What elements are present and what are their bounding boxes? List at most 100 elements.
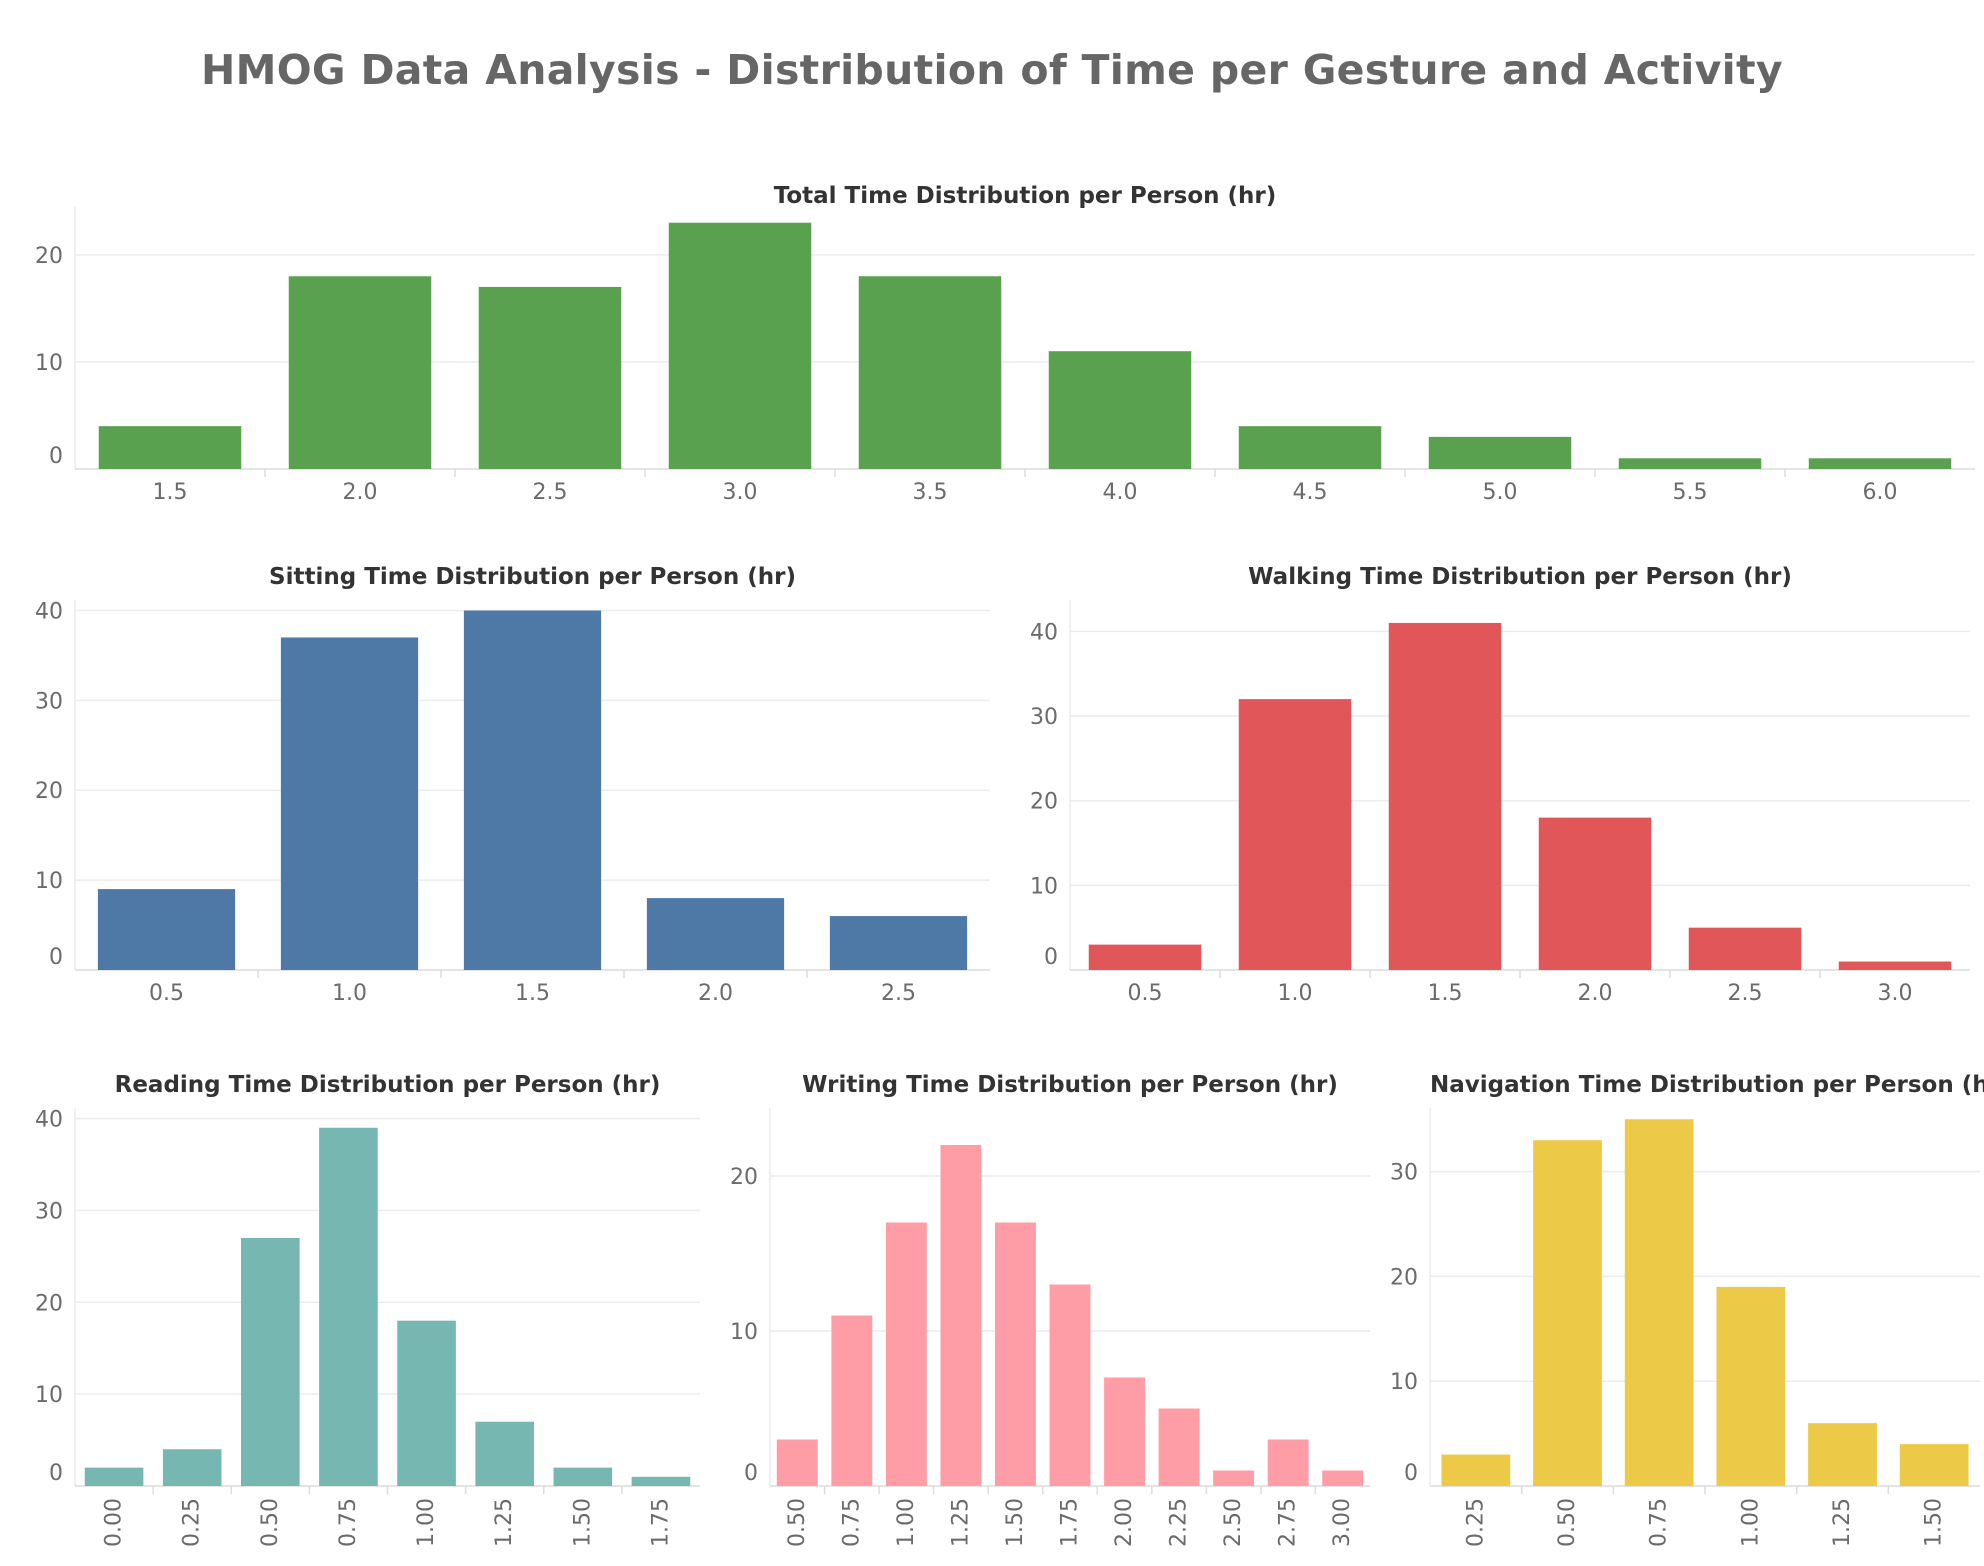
- y-tick-label: 0: [49, 1461, 63, 1486]
- bar: [1104, 1377, 1145, 1486]
- x-tick-label: 0.25: [1463, 1498, 1488, 1547]
- chart-title: Total Time Distribution per Person (hr): [773, 183, 1277, 209]
- y-tick-label: 10: [35, 1383, 63, 1408]
- y-tick-label: 10: [1390, 1370, 1418, 1395]
- walking-time-chart: Walking Time Distribution per Person (hr…: [1000, 558, 1984, 1028]
- bar: [1267, 1439, 1309, 1486]
- y-tick-label: 0: [1404, 1461, 1418, 1486]
- bar: [98, 426, 242, 469]
- bar: [646, 898, 785, 970]
- bar: [1624, 1119, 1694, 1486]
- x-tick-label: 2.75: [1276, 1498, 1301, 1547]
- bar: [1688, 927, 1802, 970]
- bar: [831, 1315, 873, 1486]
- bar: [553, 1467, 613, 1486]
- bar: [162, 1449, 222, 1486]
- y-tick-label: 10: [35, 351, 63, 376]
- chart-title: Reading Time Distribution per Person (hr…: [114, 1072, 661, 1098]
- bar: [1238, 699, 1352, 970]
- chart-plot: 0 10 20 1.5 2.0 2.5 3.0 3.5 4.0 4.5 5.0 5.5 6.0: [35, 206, 1975, 505]
- y-tick-label: 40: [35, 1108, 63, 1133]
- y-tick-label: 10: [35, 869, 63, 894]
- bar: [1538, 817, 1652, 970]
- chart-title: Sitting Time Distribution per Person (hr…: [269, 564, 796, 590]
- y-tick-label: 30: [35, 689, 63, 714]
- chart-plot: 0 10 20 30 40 0.5 1.0 1.5 2.0 2.5: [35, 599, 990, 1006]
- x-tick-label: 1.5: [1428, 981, 1463, 1006]
- x-tick-label: 2.25: [1167, 1498, 1192, 1547]
- y-tick-label: 40: [1030, 620, 1058, 645]
- bar: [1533, 1140, 1602, 1486]
- chart-plot: 0 10 20 30 40 0.00 0.25 0.50 0.75 1.00 1.25 1.50 1.7…: [35, 1108, 700, 1547]
- y-tick-label: 10: [1030, 874, 1058, 899]
- x-tick-label: 3.0: [723, 480, 758, 505]
- bar: [1716, 1286, 1786, 1486]
- bar: [885, 1222, 927, 1486]
- chart-title: Walking Time Distribution per Person (hr…: [1248, 564, 1792, 590]
- sitting-time-chart: Sitting Time Distribution per Person (hr…: [0, 558, 1000, 1028]
- x-tick-label: 6.0: [1863, 480, 1898, 505]
- x-tick-label: 3.00: [1330, 1498, 1355, 1547]
- x-tick-label: 1.00: [414, 1498, 439, 1547]
- bar: [1388, 622, 1502, 970]
- y-tick-label: 0: [744, 1461, 758, 1486]
- y-tick-label: 20: [35, 779, 63, 804]
- reading-time-chart: Reading Time Distribution per Person (hr…: [0, 1066, 700, 1566]
- total-time-chart: Total Time Distribution per Person (hr) …: [0, 178, 1984, 528]
- bar: [829, 916, 968, 970]
- bar: [1238, 426, 1382, 469]
- x-tick-label: 1.25: [948, 1498, 973, 1547]
- x-tick-label: 1.0: [332, 981, 367, 1006]
- y-tick-label: 30: [1030, 705, 1058, 730]
- bar: [1428, 436, 1572, 469]
- bar: [397, 1320, 456, 1486]
- chart-title: Navigation Time Distribution per Person …: [1430, 1072, 1984, 1098]
- bar: [288, 276, 432, 469]
- y-tick-label: 0: [49, 444, 63, 469]
- x-tick-label: 0.75: [336, 1498, 361, 1547]
- dashboard-title: HMOG Data Analysis - Distribution of Tim…: [201, 46, 1783, 94]
- bar: [776, 1439, 818, 1486]
- y-tick-label: 30: [1390, 1161, 1418, 1186]
- x-tick-label: 2.5: [533, 480, 568, 505]
- bar: [319, 1127, 378, 1486]
- bar: [1899, 1444, 1969, 1486]
- x-tick-label: 1.25: [492, 1498, 517, 1547]
- chart-title: Writing Time Distribution per Person (hr…: [802, 1072, 1338, 1098]
- y-tick-label: 0: [49, 945, 63, 970]
- x-tick-label: 1.50: [570, 1498, 595, 1547]
- bar: [1322, 1470, 1364, 1486]
- navigation-time-chart: Navigation Time Distribution per Person …: [1370, 1066, 1984, 1566]
- chart-plot: 0 10 20 30 40 0.5 1.0 1.5 2.0 2.5 3.0: [1030, 600, 1970, 1006]
- bar: [84, 1467, 144, 1486]
- bar: [280, 637, 419, 970]
- bar: [995, 1222, 1036, 1486]
- x-tick-label: 2.0: [1578, 981, 1613, 1006]
- y-tick-label: 0: [1044, 945, 1058, 970]
- bar: [1088, 944, 1202, 970]
- y-tick-label: 20: [35, 244, 63, 269]
- y-tick-label: 40: [35, 599, 63, 624]
- x-tick-label: 1.00: [1738, 1498, 1763, 1547]
- bar: [858, 276, 1002, 469]
- y-tick-label: 10: [730, 1320, 758, 1345]
- x-tick-label: 0.50: [1555, 1498, 1580, 1547]
- bar: [1213, 1470, 1255, 1486]
- x-tick-label: 1.50: [1003, 1498, 1028, 1547]
- bar: [940, 1145, 982, 1486]
- y-tick-label: 20: [35, 1291, 63, 1316]
- bar: [1808, 458, 1952, 469]
- bar: [1441, 1454, 1511, 1486]
- bar: [668, 222, 812, 469]
- x-tick-label: 1.75: [1058, 1498, 1083, 1547]
- x-tick-label: 4.5: [1293, 480, 1328, 505]
- x-tick-label: 0.5: [149, 981, 184, 1006]
- y-tick-label: 20: [1030, 790, 1058, 815]
- x-tick-label: 1.0: [1278, 981, 1313, 1006]
- chart-plot: 0 10 20 30 0.25 0.50 0.75 1.00 1.25 1.50: [1390, 1108, 1980, 1547]
- bar: [1049, 1284, 1091, 1486]
- x-tick-label: 1.5: [515, 981, 550, 1006]
- x-tick-label: 2.50: [1221, 1498, 1246, 1547]
- bar: [241, 1238, 300, 1486]
- y-tick-label: 20: [1390, 1265, 1418, 1290]
